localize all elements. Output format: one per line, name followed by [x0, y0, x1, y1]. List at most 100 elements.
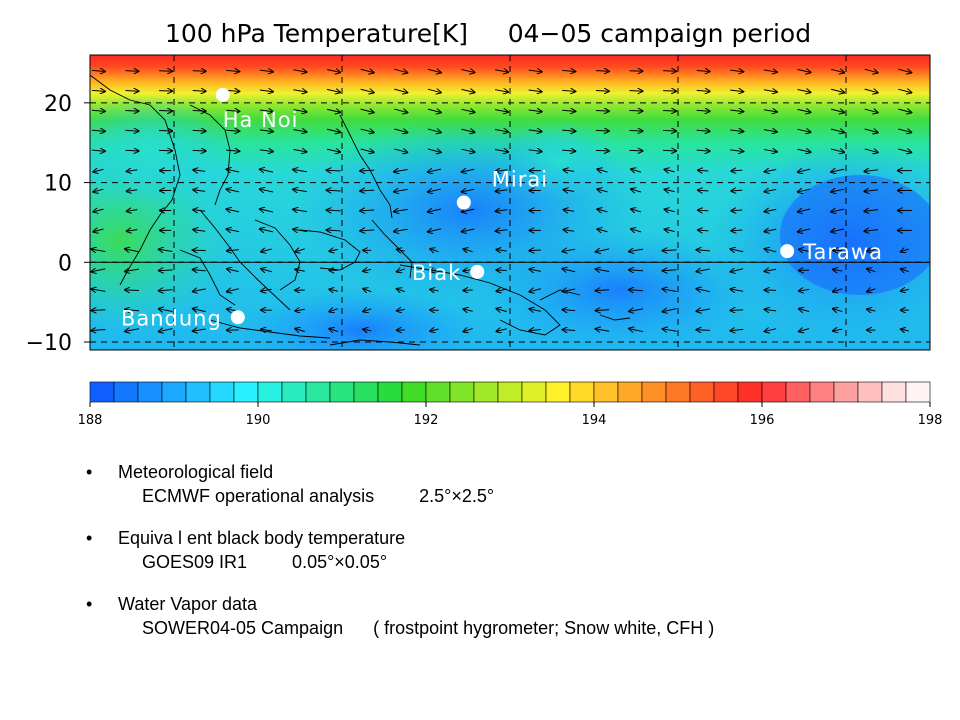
wind-arrow	[91, 330, 106, 331]
wind-arrow	[763, 150, 777, 152]
colorbar-swatch	[761, 381, 787, 403]
colorbar-swatch	[665, 381, 691, 403]
wind-arrow	[293, 169, 307, 171]
colorbar-swatch	[881, 381, 907, 403]
wind-arrow	[596, 329, 610, 331]
wind-arrow	[226, 70, 239, 71]
wind-arrow	[91, 269, 106, 272]
wind-arrow	[763, 70, 777, 72]
wind-arrow	[127, 190, 138, 192]
wind-arrow	[696, 110, 710, 111]
colorbar-tick-label: 188	[78, 413, 103, 428]
wind-arrow	[193, 190, 206, 192]
wind-arrow	[867, 289, 876, 292]
wind-arrow	[864, 149, 878, 152]
wind-arrow	[227, 229, 240, 232]
wind-arrow	[496, 230, 508, 232]
wind-arrow	[360, 109, 374, 112]
wind-arrow	[597, 169, 608, 172]
wind-arrow	[696, 309, 711, 311]
wind-arrow	[830, 89, 844, 92]
wind-arrow	[763, 110, 777, 112]
wind-arrow	[629, 71, 643, 72]
note-heading: Equiva l ent black body temperature	[118, 528, 406, 548]
wind-arrow	[125, 150, 139, 151]
wind-arrow	[227, 169, 240, 172]
wind-arrow	[867, 309, 876, 311]
colorbar-swatch	[329, 381, 355, 403]
wind-arrow	[663, 270, 677, 271]
wind-arrow	[496, 270, 507, 271]
bullet-icon: •	[86, 594, 93, 614]
wind-arrow	[830, 69, 844, 72]
wind-arrow	[329, 329, 339, 332]
wind-arrow	[528, 110, 542, 112]
wind-arrow	[867, 250, 876, 252]
wind-arrow	[260, 189, 274, 192]
wind-arrow	[192, 91, 206, 92]
wind-arrow	[159, 270, 173, 271]
wind-arrow	[461, 129, 475, 132]
wind-arrow	[597, 189, 608, 192]
note-heading: Water Vapor data	[118, 594, 258, 614]
wind-arrow	[629, 249, 644, 251]
wind-arrow	[397, 249, 405, 251]
wind-arrow	[227, 189, 240, 192]
wind-arrow	[663, 91, 676, 92]
wind-arrow	[427, 129, 441, 132]
wind-arrow	[159, 130, 172, 131]
wind-arrow	[159, 150, 172, 151]
wind-arrow	[698, 210, 709, 211]
wind-arrow	[193, 250, 206, 251]
wind-arrow	[125, 249, 140, 252]
wind-arrow	[295, 269, 305, 271]
wind-arrow	[562, 90, 575, 91]
wind-arrow	[765, 249, 777, 252]
wind-arrow	[562, 110, 575, 111]
wind-arrow	[529, 250, 541, 251]
wind-arrow	[193, 289, 206, 292]
wind-arrow	[125, 269, 140, 271]
colorbar-swatch	[785, 381, 811, 403]
wind-arrow	[394, 89, 407, 92]
wind-arrow	[91, 90, 105, 91]
wind-arrow	[597, 229, 608, 232]
wind-arrow	[329, 289, 339, 291]
note-heading: Meteorological field	[118, 462, 274, 482]
station-marker	[230, 310, 245, 325]
wind-arrow	[293, 189, 307, 191]
wind-arrow	[394, 189, 408, 191]
wind-arrow	[864, 109, 878, 112]
wind-arrow	[430, 289, 439, 290]
wind-arrow	[529, 289, 542, 292]
y-axis: 20 10 0 −10	[26, 92, 90, 356]
wind-arrow	[394, 109, 407, 112]
note-detail: GOES09 IR1 0.05°×0.05°	[142, 552, 388, 572]
wind-arrow	[463, 249, 473, 252]
wind-arrow	[663, 150, 676, 151]
wind-arrow	[260, 169, 274, 172]
wind-arrow	[326, 149, 340, 152]
wind-arrow	[864, 69, 878, 72]
wind-arrow	[397, 309, 405, 311]
wind-arrow	[596, 290, 610, 291]
wind-arrow	[763, 130, 777, 132]
wind-arrow	[629, 309, 644, 311]
wind-arrow	[596, 249, 610, 252]
wind-arrow	[631, 189, 642, 192]
wind-arrow	[898, 109, 911, 112]
wind-arrow	[91, 249, 106, 251]
wind-arrow	[663, 329, 677, 331]
wind-arrow	[595, 150, 609, 151]
wind-arrow	[293, 70, 307, 72]
wind-arrow	[360, 190, 375, 191]
wind-arrow	[528, 150, 542, 152]
wind-arrow	[528, 70, 542, 72]
wind-arrow	[428, 169, 442, 172]
wind-arrow	[864, 230, 879, 232]
note-meteorological-field: • Meteorological field ECMWF operational …	[86, 460, 946, 508]
wind-arrow	[730, 150, 743, 152]
wind-arrow	[327, 230, 341, 231]
wind-arrow	[326, 69, 340, 72]
wind-arrow	[730, 289, 744, 291]
